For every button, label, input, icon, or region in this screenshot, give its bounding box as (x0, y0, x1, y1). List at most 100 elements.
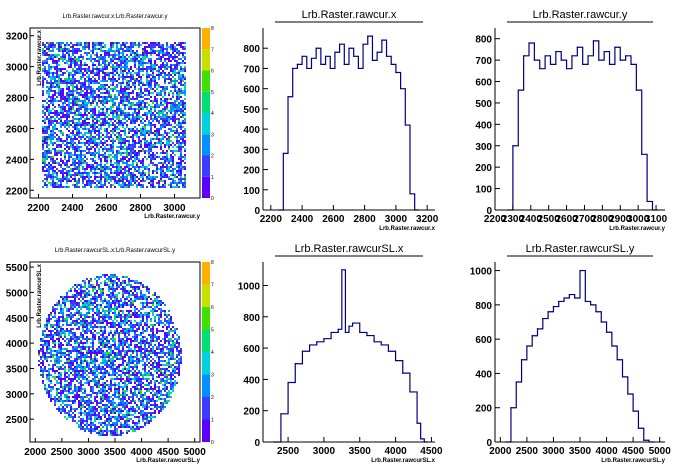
heatmap-cell (178, 94, 180, 96)
heatmap-cell (180, 42, 182, 44)
heatmap-cell (158, 296, 160, 298)
heatmap-cell (70, 302, 72, 304)
heatmap-cell (134, 58, 136, 60)
heatmap-cell (108, 90, 110, 92)
heatmap-cell (98, 296, 100, 298)
heatmap-cell (152, 70, 154, 72)
heatmap-cell (160, 46, 162, 48)
heatmap-cell (56, 54, 58, 56)
heatmap-cell (86, 54, 88, 56)
heatmap-cell (138, 138, 140, 140)
heatmap-cell (168, 184, 170, 186)
heatmap-cell (50, 336, 52, 338)
heatmap-cell (48, 352, 50, 354)
heatmap-cell (86, 332, 88, 334)
heatmap-cell (156, 352, 158, 354)
heatmap-cell (56, 68, 58, 70)
heatmap-cell (130, 326, 132, 328)
heatmap-cell (72, 76, 74, 78)
heatmap-cell (118, 64, 120, 66)
histogram-bin (400, 88, 402, 90)
heatmap-cell (164, 186, 166, 188)
heatmap-cell (126, 298, 128, 300)
heatmap-cell (78, 322, 80, 324)
heatmap-cell (46, 110, 48, 112)
heatmap-cell (106, 96, 108, 98)
x-tick-label: 2300 (502, 214, 525, 225)
heatmap-cell (152, 114, 154, 116)
heatmap-cell (86, 136, 88, 138)
heatmap-cell (142, 296, 144, 298)
heatmap-cell (142, 48, 144, 50)
heatmap-cell (126, 94, 128, 96)
heatmap-cell (92, 168, 94, 170)
heatmap-cell (100, 56, 102, 58)
heatmap-cell (150, 110, 152, 112)
histogram-bin (533, 59, 535, 61)
heatmap-cell (98, 156, 100, 158)
heatmap-cell (160, 170, 162, 172)
heatmap-cell (102, 78, 104, 80)
heatmap-cell (72, 132, 74, 134)
heatmap-cell (92, 350, 94, 352)
heatmap-cell (120, 146, 122, 148)
heatmap-cell (50, 164, 52, 166)
heatmap-cell (104, 74, 106, 76)
heatmap-cell (66, 146, 68, 148)
y-tick-label: 2200 (6, 186, 29, 197)
heatmap-cell (182, 120, 184, 122)
heatmap-cell (124, 172, 126, 174)
heatmap-cell (128, 50, 130, 52)
heatmap-cell (112, 84, 114, 86)
heatmap-cell (116, 62, 118, 64)
heatmap-cell (104, 332, 106, 334)
heatmap-cell (172, 182, 174, 184)
heatmap-cell (70, 110, 72, 112)
heatmap-cell (182, 108, 184, 110)
heatmap-cell (90, 184, 92, 186)
heatmap-cell (110, 346, 112, 348)
heatmap-cell (176, 110, 178, 112)
heatmap-cell (128, 324, 130, 326)
heatmap-cell (158, 314, 160, 316)
heatmap-cell (98, 316, 100, 318)
heatmap-cell (122, 138, 124, 140)
heatmap-cell (144, 62, 146, 64)
heatmap-cell (112, 50, 114, 52)
heatmap-cell (52, 178, 54, 180)
heatmap-cell (140, 90, 142, 92)
heatmap-cell (126, 174, 128, 176)
heatmap-cell (58, 326, 60, 328)
heatmap-cell (56, 72, 58, 74)
heatmap-cell (42, 334, 44, 336)
heatmap-cell (162, 52, 164, 54)
heatmap-cell (114, 172, 116, 174)
heatmap-cell (66, 114, 68, 116)
heatmap-cell (136, 56, 138, 58)
heatmap-cell (128, 310, 130, 312)
heatmap-cell (52, 102, 54, 104)
heatmap-cell (48, 48, 50, 50)
heatmap-cell (80, 70, 82, 72)
heatmap-cell (116, 348, 118, 350)
heatmap-cell (82, 106, 84, 108)
heatmap-cell (42, 330, 44, 332)
heatmap-cell (94, 324, 96, 326)
heatmap-cell (156, 54, 158, 56)
heatmap-cell (72, 100, 74, 102)
heatmap-cell (152, 178, 154, 180)
heatmap-cell (172, 120, 174, 122)
heatmap-cell (106, 166, 108, 168)
heatmap-cell (118, 322, 120, 324)
heatmap-cell (144, 98, 146, 100)
heatmap-cell (164, 98, 166, 100)
heatmap-cell (178, 78, 180, 80)
heatmap-cell (94, 138, 96, 140)
heatmap-cell (92, 46, 94, 48)
heatmap-cell (60, 90, 62, 92)
heatmap-cell (56, 100, 58, 102)
heatmap-cell (52, 144, 54, 146)
heatmap-cell (64, 304, 66, 306)
heatmap-cell (156, 170, 158, 172)
heatmap-cell (66, 110, 68, 112)
